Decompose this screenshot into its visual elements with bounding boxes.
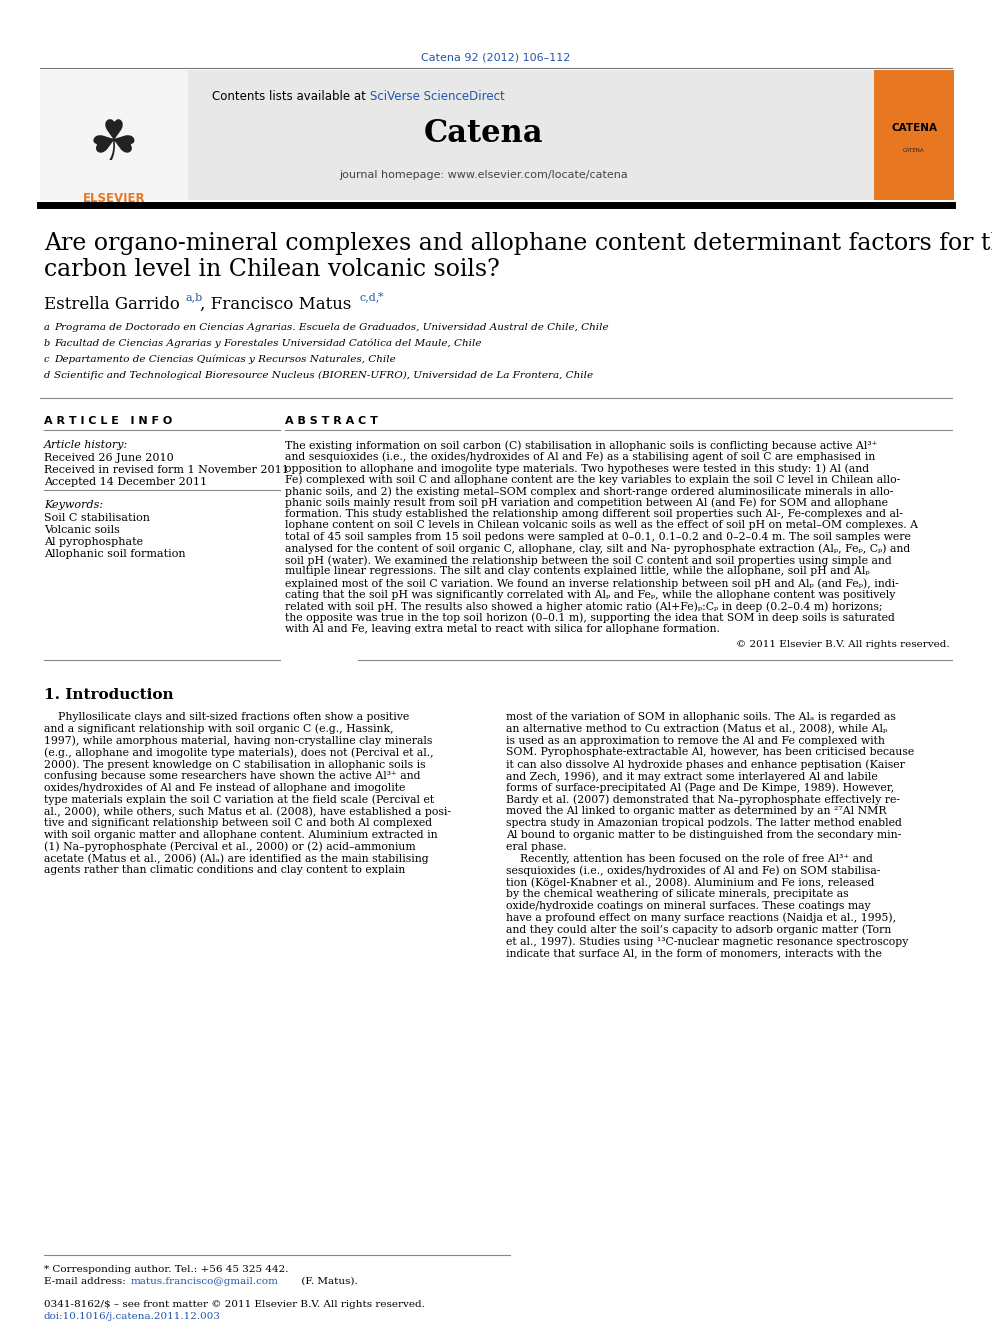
Text: type materials explain the soil C variation at the field scale (Percival et: type materials explain the soil C variat…: [44, 795, 434, 806]
Text: A B S T R A C T: A B S T R A C T: [285, 415, 378, 426]
Text: Recently, attention has been focused on the role of free Al³⁺ and: Recently, attention has been focused on …: [506, 853, 873, 864]
Text: Al bound to organic matter to be distinguished from the secondary min-: Al bound to organic matter to be disting…: [506, 830, 902, 840]
Text: Al pyrophosphate: Al pyrophosphate: [44, 537, 143, 546]
Text: spectra study in Amazonian tropical podzols. The latter method enabled: spectra study in Amazonian tropical podz…: [506, 818, 902, 828]
Text: Departamento de Ciencias Químicas y Recursos Naturales, Chile: Departamento de Ciencias Químicas y Recu…: [54, 355, 396, 365]
Text: Allophanic soil formation: Allophanic soil formation: [44, 549, 186, 560]
Text: al., 2000), while others, such Matus et al. (2008), have established a posi-: al., 2000), while others, such Matus et …: [44, 807, 451, 818]
Text: by the chemical weathering of silicate minerals, precipitate as: by the chemical weathering of silicate m…: [506, 889, 848, 900]
Text: the opposite was true in the top soil horizon (0–0.1 m), supporting the idea tha: the opposite was true in the top soil ho…: [285, 613, 895, 623]
Text: a,b: a,b: [186, 292, 203, 302]
Text: Bardy et al. (2007) demonstrated that Na–pyrophosphate effectively re-: Bardy et al. (2007) demonstrated that Na…: [506, 795, 900, 806]
Bar: [874, 70, 954, 200]
Text: SOM. Pyrophosphate-extractable Al, however, has been criticised because: SOM. Pyrophosphate-extractable Al, howev…: [506, 747, 915, 757]
Text: Catena 92 (2012) 106–112: Catena 92 (2012) 106–112: [422, 52, 570, 62]
Bar: [40, 70, 188, 200]
Text: opposition to allophane and imogolite type materials. Two hypotheses were tested: opposition to allophane and imogolite ty…: [285, 463, 869, 474]
Text: (e.g., allophane and imogolite type materials), does not (Percival et al.,: (e.g., allophane and imogolite type mate…: [44, 747, 434, 758]
Text: E-mail address:: E-mail address:: [44, 1277, 129, 1286]
Text: b: b: [44, 339, 51, 348]
Text: Phyllosilicate clays and silt-sized fractions often show a positive: Phyllosilicate clays and silt-sized frac…: [44, 712, 410, 722]
Text: soil pH (water). We examined the relationship between the soil C content and soi: soil pH (water). We examined the relatio…: [285, 556, 892, 565]
Text: most of the variation of SOM in allophanic soils. The Alₐ is regarded as: most of the variation of SOM in allophan…: [506, 712, 896, 722]
Text: indicate that surface Al, in the form of monomers, interacts with the: indicate that surface Al, in the form of…: [506, 949, 882, 958]
Text: ☘: ☘: [89, 118, 139, 172]
Text: Fe) complexed with soil C and allophane content are the key variables to explain: Fe) complexed with soil C and allophane …: [285, 475, 901, 486]
Text: confusing because some researchers have shown the active Al³⁺ and: confusing because some researchers have …: [44, 771, 421, 781]
Text: eral phase.: eral phase.: [506, 841, 566, 852]
Text: sesquioxides (i.e., oxides/hydroxides of Al and Fe) on SOM stabilisa-: sesquioxides (i.e., oxides/hydroxides of…: [506, 865, 880, 876]
Bar: [40, 70, 874, 200]
Text: and Zech, 1996), and it may extract some interlayered Al and labile: and Zech, 1996), and it may extract some…: [506, 771, 878, 782]
Text: acetate (Matus et al., 2006) (Alₐ) are identified as the main stabilising: acetate (Matus et al., 2006) (Alₐ) are i…: [44, 853, 429, 864]
Text: et al., 1997). Studies using ¹³C-nuclear magnetic resonance spectroscopy: et al., 1997). Studies using ¹³C-nuclear…: [506, 937, 909, 947]
Text: Programa de Doctorado en Ciencias Agrarias. Escuela de Graduados, Universidad Au: Programa de Doctorado en Ciencias Agrari…: [54, 323, 609, 332]
Text: Catena: Catena: [425, 118, 544, 148]
Text: Article history:: Article history:: [44, 441, 128, 450]
Text: Contents lists available at: Contents lists available at: [212, 90, 370, 103]
Text: matus.francisco@gmail.com: matus.francisco@gmail.com: [131, 1277, 279, 1286]
Text: cating that the soil pH was significantly correlated with Alₚ and Feₚ, while the: cating that the soil pH was significantl…: [285, 590, 896, 599]
Text: * Corresponding author. Tel.: +56 45 325 442.: * Corresponding author. Tel.: +56 45 325…: [44, 1265, 289, 1274]
Text: carbon level in Chilean volcanic soils?: carbon level in Chilean volcanic soils?: [44, 258, 500, 280]
Text: d: d: [44, 370, 51, 380]
Text: tive and significant relationship between soil C and both Al complexed: tive and significant relationship betwee…: [44, 818, 433, 828]
Text: SciVerse ScienceDirect: SciVerse ScienceDirect: [370, 90, 505, 103]
Text: A R T I C L E   I N F O: A R T I C L E I N F O: [44, 415, 173, 426]
Text: Accepted 14 December 2011: Accepted 14 December 2011: [44, 478, 207, 487]
Text: Are organo-mineral complexes and allophane content determinant factors for the: Are organo-mineral complexes and allopha…: [44, 232, 992, 255]
Text: 0341-8162/$ – see front matter © 2011 Elsevier B.V. All rights reserved.: 0341-8162/$ – see front matter © 2011 El…: [44, 1301, 425, 1308]
Text: © 2011 Elsevier B.V. All rights reserved.: © 2011 Elsevier B.V. All rights reserved…: [736, 640, 950, 650]
Text: , Francisco Matus: , Francisco Matus: [200, 296, 357, 314]
Text: 2000). The present knowledge on C stabilisation in allophanic soils is: 2000). The present knowledge on C stabil…: [44, 759, 426, 770]
Text: Keywords:: Keywords:: [44, 500, 103, 509]
Text: (F. Matus).: (F. Matus).: [298, 1277, 358, 1286]
Text: The existing information on soil carbon (C) stabilisation in allophanic soils is: The existing information on soil carbon …: [285, 441, 877, 451]
Text: with soil organic matter and allophane content. Aluminium extracted in: with soil organic matter and allophane c…: [44, 830, 437, 840]
Text: ELSEVIER: ELSEVIER: [82, 192, 145, 205]
Text: explained most of the soil C variation. We found an inverse relationship between: explained most of the soil C variation. …: [285, 578, 899, 589]
Text: Volcanic soils: Volcanic soils: [44, 525, 120, 534]
Text: journal homepage: www.elsevier.com/locate/catena: journal homepage: www.elsevier.com/locat…: [339, 169, 628, 180]
Text: Estrella Garrido: Estrella Garrido: [44, 296, 186, 314]
Text: have a profound effect on many surface reactions (Naidja et al., 1995),: have a profound effect on many surface r…: [506, 913, 896, 923]
Text: CATENA: CATENA: [903, 147, 925, 152]
Text: lophane content on soil C levels in Chilean volcanic soils as well as the effect: lophane content on soil C levels in Chil…: [285, 520, 918, 531]
Text: phanic soils, and 2) the existing metal–SOM complex and short-range ordered alum: phanic soils, and 2) the existing metal–…: [285, 486, 894, 496]
Text: oxides/hydroxides of Al and Fe instead of allophane and imogolite: oxides/hydroxides of Al and Fe instead o…: [44, 783, 406, 792]
Text: tion (Kögel-Knabner et al., 2008). Aluminium and Fe ions, released: tion (Kögel-Knabner et al., 2008). Alumi…: [506, 877, 874, 888]
Text: a: a: [44, 323, 50, 332]
Text: Received 26 June 2010: Received 26 June 2010: [44, 452, 174, 463]
Text: is used as an approximation to remove the Al and Fe complexed with: is used as an approximation to remove th…: [506, 736, 885, 746]
Text: *: *: [378, 292, 384, 302]
Text: 1. Introduction: 1. Introduction: [44, 688, 174, 703]
Text: Received in revised form 1 November 2011: Received in revised form 1 November 2011: [44, 464, 289, 475]
Text: Facultad de Ciencias Agrarias y Forestales Universidad Católica del Maule, Chile: Facultad de Ciencias Agrarias y Forestal…: [54, 339, 481, 348]
Text: oxide/hydroxide coatings on mineral surfaces. These coatings may: oxide/hydroxide coatings on mineral surf…: [506, 901, 871, 910]
Text: CATENA: CATENA: [891, 123, 937, 134]
Text: Scientific and Technological Bioresource Nucleus (BIOREN-UFRO), Universidad de L: Scientific and Technological Bioresource…: [54, 370, 593, 380]
Text: with Al and Fe, leaving extra metal to react with silica for allophane formation: with Al and Fe, leaving extra metal to r…: [285, 624, 720, 634]
Text: and sesquioxides (i.e., the oxides/hydroxides of Al and Fe) as a stabilising age: and sesquioxides (i.e., the oxides/hydro…: [285, 451, 875, 462]
Text: agents rather than climatic conditions and clay content to explain: agents rather than climatic conditions a…: [44, 865, 406, 876]
Text: multiple linear regressions. The silt and clay contents explained little, while : multiple linear regressions. The silt an…: [285, 566, 870, 577]
Text: and they could alter the soil’s capacity to adsorb organic matter (Torn: and they could alter the soil’s capacity…: [506, 925, 891, 935]
Text: c: c: [44, 355, 50, 364]
Text: doi:10.1016/j.catena.2011.12.003: doi:10.1016/j.catena.2011.12.003: [44, 1312, 221, 1320]
Text: formation. This study established the relationship among different soil properti: formation. This study established the re…: [285, 509, 903, 519]
Text: (1) Na–pyrophosphate (Percival et al., 2000) or (2) acid–ammonium: (1) Na–pyrophosphate (Percival et al., 2…: [44, 841, 416, 852]
Text: c,d,: c,d,: [360, 292, 380, 302]
Text: an alternative method to Cu extraction (Matus et al., 2008), while Alₚ: an alternative method to Cu extraction (…: [506, 724, 887, 734]
Text: analysed for the content of soil organic C, allophane, clay, silt and Na- pyroph: analysed for the content of soil organic…: [285, 544, 911, 554]
Text: Soil C stabilisation: Soil C stabilisation: [44, 513, 150, 523]
Text: phanic soils mainly result from soil pH variation and competition between Al (an: phanic soils mainly result from soil pH …: [285, 497, 888, 508]
Text: moved the Al linked to organic matter as determined by an ²⁷Al NMR: moved the Al linked to organic matter as…: [506, 807, 887, 816]
Text: 1997), while amorphous material, having non-crystalline clay minerals: 1997), while amorphous material, having …: [44, 736, 433, 746]
Text: related with soil pH. The results also showed a higher atomic ratio (Al+Fe)ₚ:Cₚ : related with soil pH. The results also s…: [285, 601, 883, 611]
Text: forms of surface-precipitated Al (Page and De Kimpe, 1989). However,: forms of surface-precipitated Al (Page a…: [506, 783, 894, 794]
Text: it can also dissolve Al hydroxide phases and enhance peptisation (Kaiser: it can also dissolve Al hydroxide phases…: [506, 759, 905, 770]
Text: total of 45 soil samples from 15 soil pedons were sampled at 0–0.1, 0.1–0.2 and : total of 45 soil samples from 15 soil pe…: [285, 532, 911, 542]
Text: and a significant relationship with soil organic C (e.g., Hassink,: and a significant relationship with soil…: [44, 724, 394, 734]
